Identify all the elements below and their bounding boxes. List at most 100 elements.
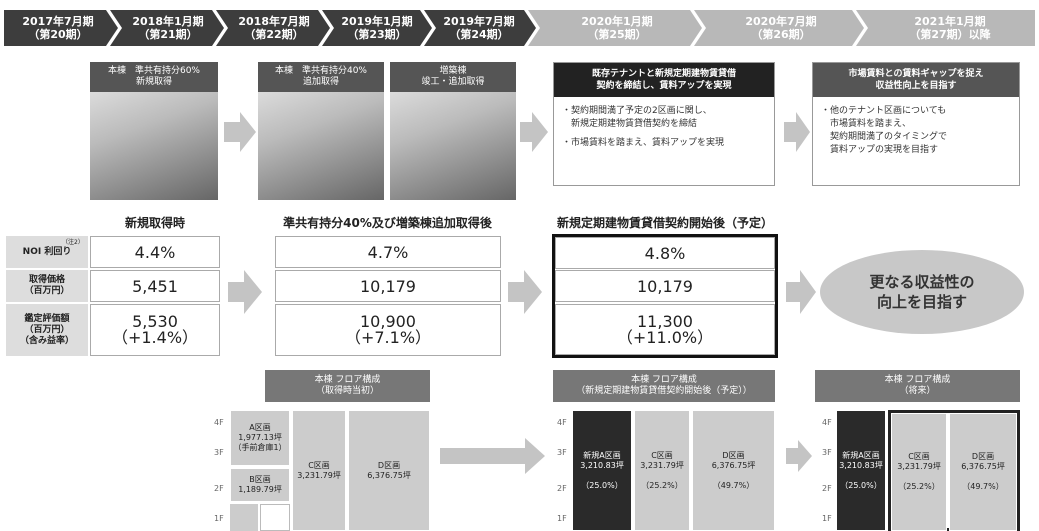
level: 1F — [214, 514, 224, 523]
cell: 4.4% — [90, 236, 220, 268]
chevron — [856, 10, 1035, 46]
arrow — [508, 270, 542, 314]
block-share: （25.0%） — [840, 480, 882, 490]
gain: （+11.0%） — [616, 327, 714, 347]
period: 2017年7月期 （第20期） — [6, 10, 110, 46]
goal-line: 向上を目指す — [876, 293, 967, 311]
floor-block: 新規A区画 3,210.83坪 （25.0%） — [836, 410, 886, 531]
chevron — [424, 10, 536, 46]
block-area: 1,977.13坪 — [238, 433, 282, 442]
column-header: 新規取得時 — [124, 216, 185, 230]
block-share: （25.2%） — [641, 480, 683, 490]
block-share: （49.7%） — [962, 482, 1004, 491]
stage-caption: 本棟 準共有持分60% 新規取得 — [90, 62, 218, 92]
block-share: （25.0%） — [581, 480, 623, 490]
floor-block: D区画 6,376.75坪 — [348, 410, 430, 531]
arrow — [784, 112, 810, 152]
level: 2F — [822, 484, 832, 493]
period-date: 2021年1月期 — [914, 15, 986, 28]
label-line: 取得価格 — [28, 275, 65, 285]
appraisal: 11,300 — [637, 311, 693, 331]
label-line: 鑑定評価額 — [24, 313, 70, 324]
cell: 11,300 （+11.0%） — [555, 304, 775, 355]
block-name: C区画 — [308, 460, 330, 470]
floor-block-empty — [260, 504, 290, 531]
period-date: 2018年1月期 — [132, 15, 204, 28]
title-line: 市場賃料との賃料ギャップを捉え — [848, 69, 984, 79]
chevron — [694, 10, 864, 46]
period: 2018年7月期 （第22期） — [224, 10, 324, 46]
bullet-line: 市場賃料を踏まえ、 — [821, 119, 912, 129]
timeline-light — [528, 10, 1035, 46]
plan-title: 既存テナントと新規定期建物賃貸借 契約を締結し、賃料アップを実現 — [554, 63, 774, 97]
row-label: 取得価格 （百万円） — [6, 270, 88, 302]
period-date: 2020年7月期 — [745, 15, 817, 28]
period-term: （第27期）以降 — [909, 28, 991, 41]
gain: （+7.1%） — [344, 328, 432, 347]
level: 3F — [214, 448, 224, 457]
block-area: 6,376.75坪 — [711, 460, 756, 470]
floor-subtitle: （新規定期建物賃貸借契約開始後（予定）） — [576, 386, 752, 396]
arrow — [224, 112, 256, 152]
floor-block: B区画 1,189.79坪 — [230, 468, 290, 502]
floor-title: 本棟 フロア構成 — [884, 375, 951, 385]
floor-subtitle: （将来） — [899, 386, 936, 396]
chevron — [216, 10, 330, 46]
period: 2021年1月期 （第27期）以降 — [868, 10, 1032, 46]
period-term: （第20期） — [28, 28, 88, 41]
block-share: （25.2%） — [898, 482, 940, 491]
block-note: （手前倉庫1） — [233, 443, 287, 452]
chevron — [110, 10, 224, 46]
block-share: （49.7%） — [712, 480, 755, 490]
floor-block: 新規A区画 3,210.83坪 （25.0%） — [572, 410, 632, 531]
caption-line: 竣工・追加取得 — [421, 77, 485, 87]
cell: 4.8% — [555, 237, 775, 269]
level: 1F — [822, 514, 832, 523]
period-term: （第26期） — [751, 28, 811, 41]
block-area: 6,376.75坪 — [367, 470, 411, 480]
caption-line: 増築棟 — [439, 66, 467, 76]
floor-title: 本棟 フロア構成 — [314, 375, 381, 385]
chevron — [322, 10, 432, 46]
block-area: 3,231.79坪 — [297, 470, 341, 480]
plan-box: 既存テナントと新規定期建物賃貸借 契約を締結し、賃料アップを実現 ・契約期間満了予… — [553, 62, 775, 186]
label-line: （百万円） — [24, 324, 70, 335]
plan-box: 市場賃料との賃料ギャップを捉え 収益性向上を目指す ・他のテナント区画についても … — [812, 62, 1020, 186]
block-name: 新規A区画 — [842, 450, 880, 460]
floor-header: 本棟 フロア構成 （将来） — [815, 370, 1020, 402]
floor-header: 本棟 フロア構成 （新規定期建物賃貸借契約開始後（予定）） — [553, 370, 775, 402]
caption-line: 追加取得 — [302, 77, 339, 87]
floor-block: D区画 6,376.75坪 （49.7%） — [949, 413, 1017, 531]
period-date: 2019年7月期 — [443, 15, 515, 28]
level: 4F — [557, 418, 567, 427]
bullet-line: ・契約期間満了予定の2区画に関し、 — [562, 106, 712, 116]
stage-caption: 増築棟 竣工・追加取得 — [390, 62, 516, 92]
block-name: C区画 — [908, 452, 930, 461]
block-area: 3,231.79坪 — [897, 462, 941, 471]
block-area: 1,189.79坪 — [238, 485, 282, 494]
note: （注2） — [62, 239, 84, 246]
cell: 10,179 — [555, 270, 775, 302]
floor-block: C区画 3,231.79坪 （25.2%） — [891, 413, 947, 531]
block-name: D区画 — [377, 460, 401, 470]
block-area: 3,210.83坪 — [580, 460, 624, 470]
level: 2F — [557, 484, 567, 493]
period-date: 2018年7月期 — [238, 15, 310, 28]
level: 4F — [822, 418, 832, 427]
appraisal: 10,900 — [360, 312, 416, 331]
level: 1F — [557, 514, 567, 523]
column-header: 準共有持分40%及び増築棟追加取得後 — [283, 216, 492, 230]
bullet-line: 契約期間満了のタイミングで — [821, 132, 948, 142]
arrow — [228, 270, 262, 314]
floor-title: 本棟 フロア構成 — [631, 375, 697, 385]
block-name: A区画 — [249, 423, 271, 432]
block-name: B区画 — [249, 475, 271, 484]
period-date: 2019年1月期 — [341, 15, 413, 28]
label-line: （百万円） — [24, 286, 70, 296]
floor-block: C区画 3,231.79坪 （25.2%） — [634, 410, 690, 531]
label-line: （含み益率） — [19, 335, 74, 346]
floor-block: D区画 6,376.75坪 （49.7%） — [692, 410, 775, 531]
gain: （+1.4%） — [111, 328, 199, 347]
